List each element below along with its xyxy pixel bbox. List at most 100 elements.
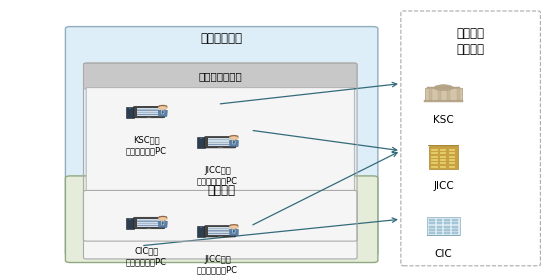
Text: リテール審査課: リテール審査課: [199, 71, 242, 81]
Circle shape: [129, 219, 131, 220]
Bar: [440, 155, 447, 158]
Bar: [424, 100, 463, 101]
Bar: [208, 139, 229, 140]
Bar: [449, 149, 455, 151]
Bar: [452, 219, 458, 221]
Bar: [429, 229, 434, 231]
Bar: [444, 219, 450, 221]
Circle shape: [158, 216, 167, 221]
Bar: [208, 144, 229, 145]
Bar: [136, 112, 158, 113]
Bar: [431, 155, 438, 158]
Bar: [452, 229, 458, 231]
Bar: [447, 88, 450, 100]
Polygon shape: [161, 221, 164, 225]
Circle shape: [200, 227, 202, 228]
Bar: [197, 226, 205, 237]
Polygon shape: [229, 140, 239, 147]
Bar: [136, 225, 158, 226]
Bar: [444, 232, 450, 234]
Bar: [431, 149, 438, 151]
Bar: [136, 221, 158, 222]
Bar: [440, 162, 447, 164]
Bar: [440, 152, 447, 154]
Polygon shape: [158, 216, 167, 218]
Bar: [126, 218, 134, 229]
Text: 京都信用金庫: 京都信用金庫: [201, 32, 243, 45]
Text: KSC: KSC: [433, 115, 454, 125]
Bar: [440, 159, 447, 161]
Circle shape: [229, 224, 239, 229]
FancyBboxPatch shape: [84, 190, 357, 259]
Polygon shape: [161, 110, 164, 114]
Bar: [162, 108, 164, 110]
Polygon shape: [232, 140, 235, 144]
Bar: [437, 219, 442, 221]
Bar: [147, 228, 151, 229]
Bar: [126, 107, 134, 118]
Bar: [429, 219, 434, 221]
FancyBboxPatch shape: [86, 88, 354, 240]
Bar: [233, 227, 235, 229]
Bar: [449, 159, 455, 161]
Bar: [449, 162, 455, 164]
Bar: [424, 101, 463, 102]
Bar: [429, 146, 458, 169]
Bar: [197, 137, 205, 148]
Bar: [452, 222, 458, 224]
Bar: [437, 226, 442, 228]
Bar: [427, 87, 460, 88]
Bar: [427, 235, 460, 236]
Polygon shape: [158, 110, 167, 116]
Ellipse shape: [434, 85, 453, 90]
Bar: [127, 221, 133, 222]
Bar: [218, 147, 223, 148]
Bar: [428, 88, 432, 100]
Text: JICC専用
クライアントPC: JICC専用 クライアントPC: [197, 255, 238, 274]
FancyBboxPatch shape: [65, 27, 378, 256]
Bar: [208, 138, 233, 146]
Bar: [438, 88, 441, 100]
FancyBboxPatch shape: [401, 11, 541, 266]
FancyBboxPatch shape: [134, 217, 165, 229]
Bar: [136, 109, 158, 110]
Bar: [136, 220, 158, 221]
Circle shape: [158, 105, 167, 109]
Bar: [437, 222, 442, 224]
Bar: [218, 236, 223, 237]
FancyBboxPatch shape: [65, 176, 378, 263]
Bar: [162, 219, 164, 221]
Bar: [208, 142, 229, 143]
Circle shape: [200, 138, 202, 139]
Polygon shape: [162, 110, 164, 115]
Bar: [136, 219, 162, 227]
Bar: [425, 88, 462, 100]
Bar: [208, 228, 229, 229]
Bar: [452, 232, 458, 234]
Bar: [431, 166, 438, 168]
Bar: [437, 229, 442, 231]
Bar: [429, 232, 434, 234]
Polygon shape: [232, 229, 235, 233]
Bar: [431, 159, 438, 161]
Text: CIC: CIC: [434, 249, 453, 259]
Polygon shape: [229, 135, 239, 137]
Bar: [208, 227, 233, 235]
Polygon shape: [229, 229, 239, 236]
Bar: [431, 152, 438, 154]
Text: CIC専用
クライアントPC: CIC専用 クライアントPC: [126, 247, 167, 266]
Bar: [136, 223, 158, 224]
Bar: [429, 222, 434, 224]
Bar: [208, 231, 229, 232]
Text: 個人信用
情報機関: 個人信用 情報機関: [456, 27, 485, 56]
Bar: [456, 88, 460, 100]
FancyBboxPatch shape: [205, 136, 236, 148]
Bar: [233, 138, 235, 140]
Bar: [136, 114, 158, 115]
Bar: [449, 152, 455, 154]
Bar: [440, 149, 447, 151]
Bar: [143, 228, 155, 229]
Polygon shape: [158, 105, 167, 107]
Bar: [437, 232, 442, 234]
Bar: [444, 222, 450, 224]
